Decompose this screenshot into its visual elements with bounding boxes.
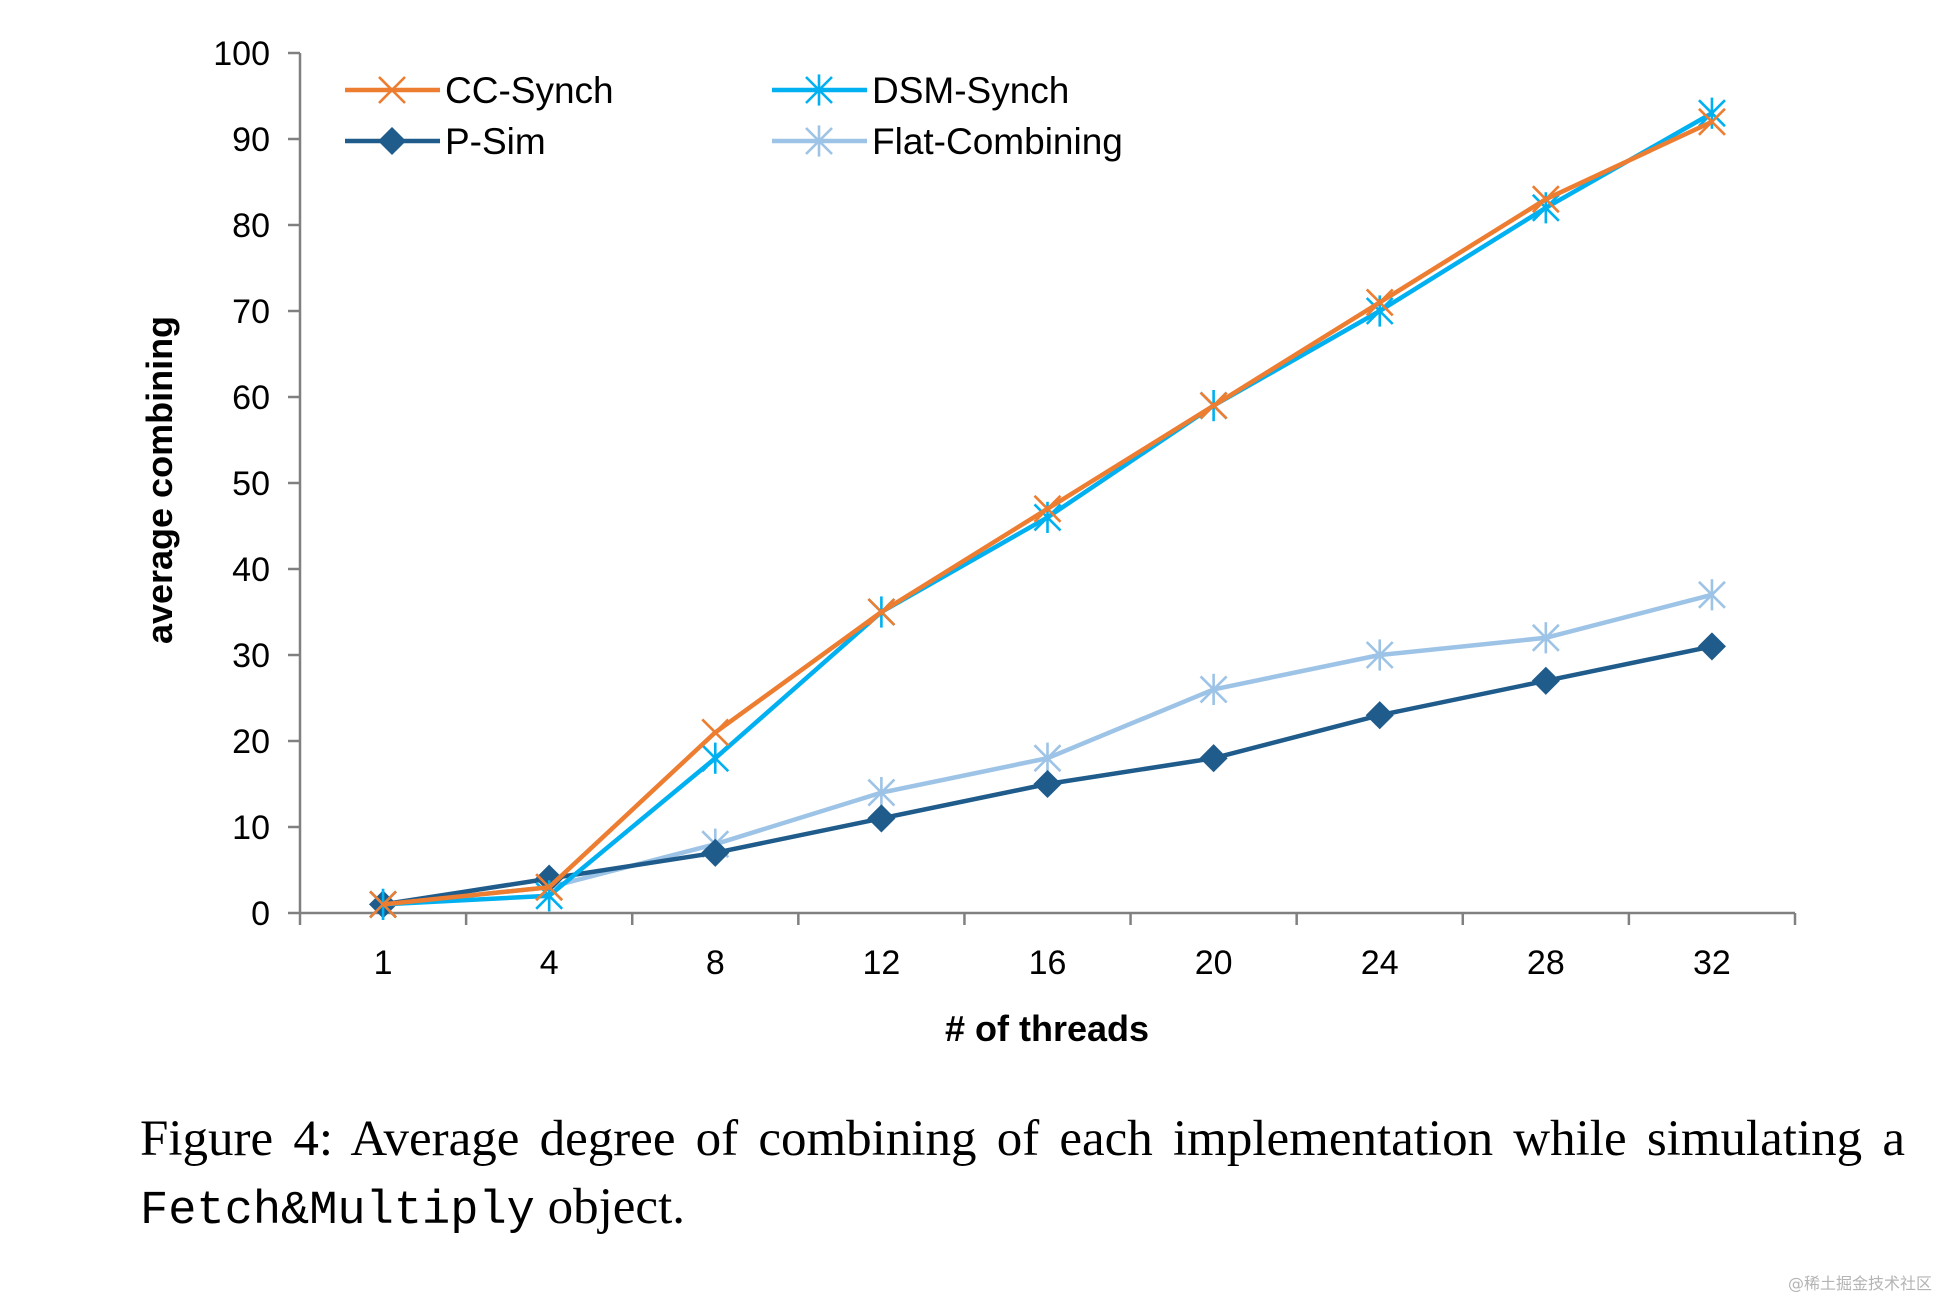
- data-point: [1697, 632, 1727, 661]
- caption-suffix: object.: [534, 1179, 685, 1235]
- legend-label: Flat-Combining: [872, 121, 1123, 162]
- figure-caption: Figure 4: Average degree of combining of…: [140, 1105, 1905, 1246]
- data-point: [1365, 701, 1394, 730]
- data-point: [535, 873, 564, 902]
- y-tick-label: 100: [213, 35, 270, 73]
- legend-label: CC-Synch: [445, 70, 614, 111]
- series-cc-synch: [369, 107, 1726, 919]
- x-tick-label: 1: [374, 944, 393, 982]
- data-point: [867, 804, 896, 833]
- x-tick-label: 32: [1693, 944, 1731, 982]
- data-point: [378, 76, 406, 104]
- data-point: [1033, 742, 1062, 774]
- x-tick-label: 12: [862, 944, 900, 982]
- data-point: [701, 742, 730, 774]
- x-tick-label: 20: [1195, 944, 1233, 982]
- y-tick-label: 20: [232, 723, 270, 761]
- marker-stroke: [535, 873, 564, 902]
- x-tick-label: 24: [1361, 944, 1399, 982]
- legend-item-flat-combining: Flat-Combining: [772, 121, 1123, 162]
- line-chart: 0 10 20 30 40 50 60 70 80 90 100 1 4 8 12 16 20 24 28 32 C…: [139, 35, 1797, 1049]
- chart-legend: CC-Synch DSM-Synch P-Sim Flat-Combining: [345, 70, 1123, 162]
- y-axis-ticks: 0 10 20 30 40 50 60 70 80 90 100: [213, 35, 300, 933]
- caption-text: Figure 4: Average degree of combining of…: [140, 1111, 1905, 1167]
- marker-stroke: [1698, 107, 1726, 136]
- y-tick-label: 70: [232, 293, 270, 331]
- y-tick-label: 30: [232, 637, 270, 675]
- series-flat-combining: [369, 579, 1726, 920]
- data-point: [1033, 769, 1062, 799]
- x-axis-ticks: 1 4 8 12 16 20 24 28 32: [298, 913, 1797, 982]
- legend-item-cc-synch: CC-Synch: [345, 70, 614, 111]
- marker-stroke: [1531, 185, 1560, 214]
- data-point: [1199, 391, 1228, 420]
- chart-series: [368, 97, 1727, 920]
- data-point: [805, 74, 833, 106]
- marker-stroke: [378, 76, 406, 104]
- data-point: [701, 838, 730, 867]
- data-point: [1199, 744, 1228, 773]
- marker-stroke: [867, 598, 896, 626]
- data-point: [867, 598, 896, 626]
- data-point: [867, 777, 896, 809]
- marker-stroke: [701, 718, 730, 747]
- data-point: [701, 718, 730, 747]
- watermark: @稀土掘金技术社区: [1787, 1274, 1932, 1293]
- data-point: [1365, 639, 1394, 671]
- marker-stroke: [1199, 391, 1228, 420]
- x-tick-label: 4: [540, 944, 559, 982]
- data-point: [1199, 673, 1228, 705]
- data-point: [377, 126, 407, 156]
- series-p-sim: [368, 632, 1727, 919]
- x-tick-label: 8: [706, 944, 725, 982]
- caption-code: Fetch&Multiply: [140, 1185, 535, 1238]
- marker-stroke: [1033, 494, 1062, 523]
- data-point: [1365, 288, 1394, 317]
- y-tick-label: 10: [232, 809, 270, 847]
- marker-stroke: [1365, 288, 1394, 317]
- data-point: [1531, 666, 1560, 695]
- data-point: [805, 125, 833, 157]
- legend-label: DSM-Synch: [872, 70, 1069, 111]
- x-tick-label: 28: [1527, 944, 1565, 982]
- data-point: [1531, 622, 1560, 654]
- data-point: [1033, 494, 1062, 523]
- data-point: [369, 890, 397, 919]
- y-tick-label: 0: [251, 895, 270, 933]
- legend-item-dsm-synch: DSM-Synch: [772, 70, 1069, 111]
- y-axis-title: average combining: [139, 316, 180, 644]
- y-tick-label: 40: [232, 551, 270, 589]
- legend-item-p-sim: P-Sim: [345, 121, 546, 162]
- y-tick-label: 50: [232, 465, 270, 503]
- y-tick-label: 60: [232, 379, 270, 417]
- data-point: [1698, 107, 1726, 136]
- data-point: [1698, 579, 1726, 611]
- y-tick-label: 80: [232, 207, 270, 245]
- y-tick-label: 90: [232, 121, 270, 159]
- legend-label: P-Sim: [445, 121, 546, 162]
- marker-stroke: [369, 890, 397, 919]
- x-tick-label: 16: [1029, 944, 1067, 982]
- x-axis-title: # of threads: [945, 1008, 1149, 1049]
- data-point: [1531, 185, 1560, 214]
